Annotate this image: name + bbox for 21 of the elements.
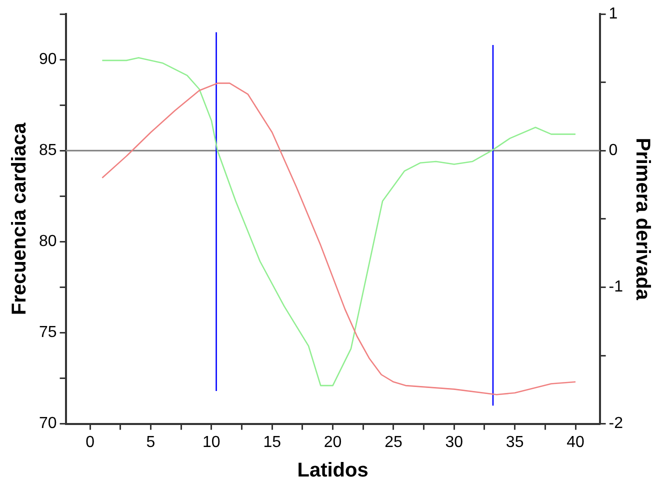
- x-tick-label: 20: [324, 434, 342, 451]
- y2-tick-label: 1: [608, 5, 618, 22]
- x-tick-label: 10: [202, 434, 220, 451]
- y2-axis-title: Primera derivada: [631, 138, 654, 301]
- y-tick-label: 85: [39, 142, 57, 160]
- x-tick-label: 40: [566, 434, 584, 451]
- y-tick-label: 90: [39, 50, 57, 68]
- x-tick-label: 35: [506, 434, 524, 451]
- y-tick-label: 80: [39, 233, 57, 250]
- y-tick-label: 75: [39, 324, 57, 342]
- x-tick-label: 5: [146, 434, 156, 451]
- y2-tick-label: 0: [608, 142, 618, 160]
- y2-tick-label: -1: [608, 278, 624, 296]
- x-tick-label: 25: [384, 434, 402, 451]
- x-tick-label: 30: [445, 434, 464, 451]
- x-tick-label: 0: [86, 434, 95, 451]
- x-axis-title: Latidos: [297, 460, 368, 482]
- x-tick-label: 15: [263, 434, 282, 451]
- y-axis-title: Frecuencia cardiaca: [8, 122, 31, 316]
- y2-tick-label: -2: [608, 415, 624, 432]
- y-tick-label: 70: [39, 415, 57, 432]
